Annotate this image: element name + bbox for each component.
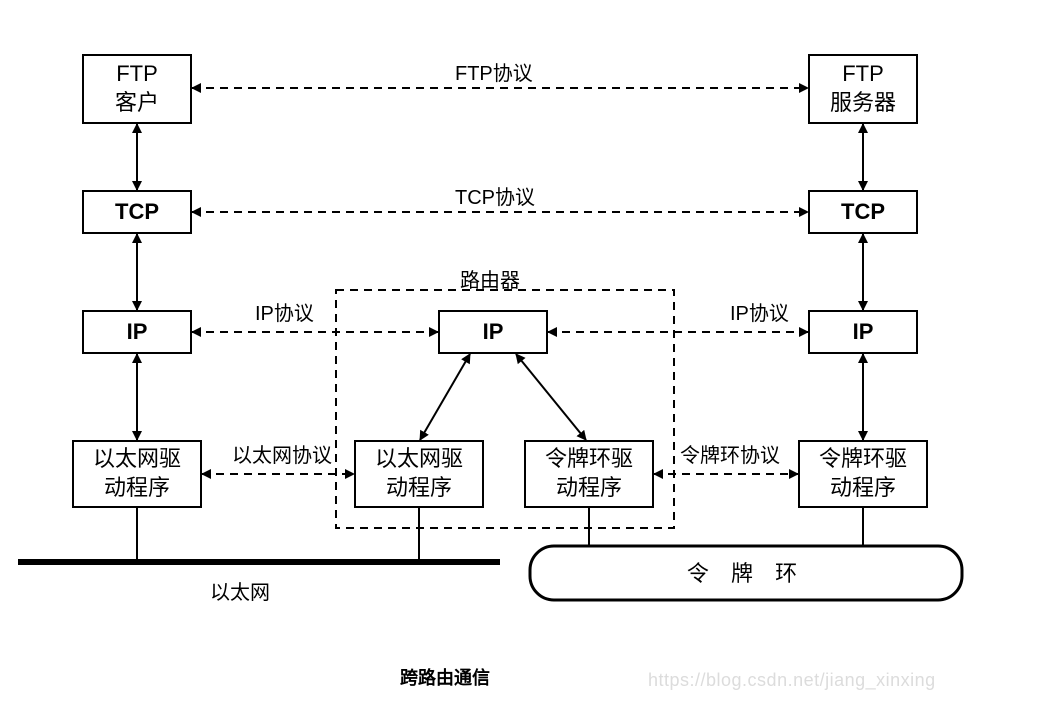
node-ftp-client: FTP客户 bbox=[82, 54, 192, 124]
node-eth-left: 以太网驱动程序 bbox=[72, 440, 202, 508]
node-eth-mid: 以太网驱动程序 bbox=[354, 440, 484, 508]
node-ip-right: IP bbox=[808, 310, 918, 354]
node-text: IP bbox=[853, 318, 874, 347]
node-token-right: 令牌环驱动程序 bbox=[798, 440, 928, 508]
node-text: FTP客户 bbox=[115, 60, 159, 117]
node-token-mid: 令牌环驱动程序 bbox=[524, 440, 654, 508]
svg-text:IP协议: IP协议 bbox=[730, 302, 789, 325]
node-text: 令牌环驱动程序 bbox=[819, 445, 907, 502]
node-text: IP bbox=[127, 318, 148, 347]
svg-text:IP协议: IP协议 bbox=[255, 302, 314, 325]
node-tcp-right: TCP bbox=[808, 190, 918, 234]
label-router: 路由器 bbox=[460, 264, 520, 293]
svg-text:TCP协议: TCP协议 bbox=[455, 186, 535, 209]
node-ip-left: IP bbox=[82, 310, 192, 354]
svg-text:令 牌 环: 令 牌 环 bbox=[687, 561, 805, 586]
node-ip-mid: IP bbox=[438, 310, 548, 354]
node-text: TCP bbox=[841, 198, 885, 227]
node-ftp-server: FTP服务器 bbox=[808, 54, 918, 124]
node-text: FTP服务器 bbox=[830, 60, 896, 117]
node-text: 令牌环驱动程序 bbox=[545, 445, 633, 502]
watermark-text: https://blog.csdn.net/jiang_xinxing bbox=[648, 670, 936, 691]
label-ethernet: 以太网 bbox=[210, 576, 270, 605]
svg-text:FTP协议: FTP协议 bbox=[455, 62, 533, 85]
svg-text:令牌环协议: 令牌环协议 bbox=[680, 444, 780, 467]
node-tcp-left: TCP bbox=[82, 190, 192, 234]
diagram-title: 跨路由通信 bbox=[400, 664, 490, 690]
svg-text:以太网协议: 以太网协议 bbox=[232, 444, 332, 467]
node-text: 以太网驱动程序 bbox=[375, 445, 463, 502]
node-text: 以太网驱动程序 bbox=[93, 445, 181, 502]
node-text: IP bbox=[483, 318, 504, 347]
node-text: TCP bbox=[115, 198, 159, 227]
